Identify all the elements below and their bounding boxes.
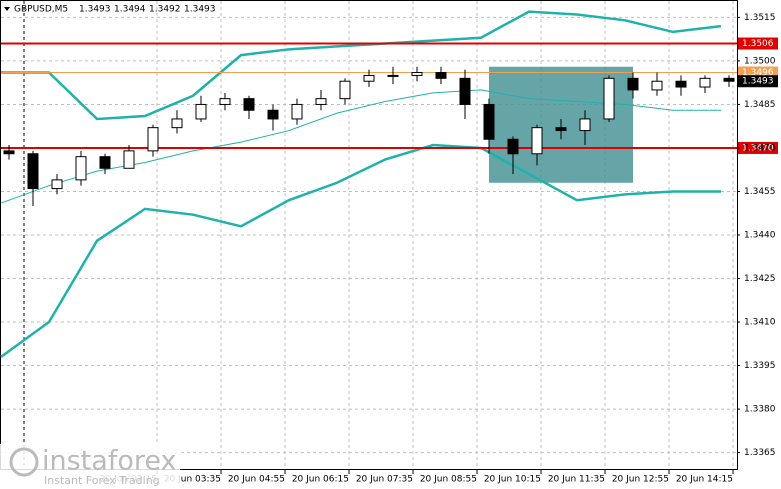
logo-icon: [9, 447, 39, 477]
candle-body: [27, 153, 39, 190]
x-tick-label: 20 Jun 04:55: [228, 475, 285, 485]
candle-body: [3, 150, 15, 155]
candle-body: [435, 72, 447, 79]
candle-body: [147, 127, 159, 152]
candle-body: [723, 77, 735, 82]
level-box: [738, 37, 778, 50]
candle-body: [267, 109, 279, 120]
candle-body: [291, 103, 303, 120]
y-tick-label: 1.3395: [744, 361, 776, 371]
x-tick-label: 20 Jun 14:15: [676, 475, 733, 485]
candle-body: [243, 98, 255, 111]
y-tick-label: 1.3410: [744, 318, 776, 328]
level-box: [738, 141, 778, 154]
candle-body: [507, 138, 519, 155]
candle-body: [651, 80, 663, 91]
band-line: [0, 89, 721, 204]
watermark: instaforex Instant Forex Trading: [0, 444, 180, 489]
candle-body: [627, 77, 639, 91]
candle-body: [51, 179, 63, 190]
candle-body: [531, 127, 543, 155]
y-tick-label: 1.3425: [744, 274, 776, 284]
header-low: 1.3492: [149, 5, 181, 15]
y-tick-label: 1.3485: [744, 100, 776, 110]
candle-body: [555, 127, 567, 132]
tagline: Instant Forex Trading: [44, 474, 160, 487]
candle-body: [219, 98, 231, 105]
header-close: 1.3493: [184, 5, 216, 15]
header-high: 1.3494: [114, 5, 146, 15]
candle-body: [171, 118, 183, 129]
candle-body: [75, 156, 87, 181]
candle-body: [699, 77, 711, 88]
candle-body: [459, 77, 471, 105]
y-tick-label: 1.3365: [744, 448, 776, 458]
header-open: 1.3493: [79, 5, 111, 15]
level-label: 1.3506: [742, 39, 774, 49]
candle-body: [315, 98, 327, 105]
candle-body: [387, 74, 399, 77]
x-tick-label: 20 Jun 08:55: [420, 475, 477, 485]
y-tick-label: 1.3440: [744, 231, 776, 241]
x-tick-label: 20 Jun 03:35: [164, 475, 221, 485]
candle-body: [483, 103, 495, 140]
x-tick-label: 20 Jun 12:55: [612, 475, 669, 485]
candle-body: [603, 77, 615, 120]
candle-body: [411, 72, 423, 76]
band-line: [0, 143, 721, 358]
x-tick-label: 20 Jun 06:15: [292, 475, 349, 485]
bid-label: 1.3496: [742, 68, 774, 78]
price-box: [738, 75, 778, 88]
band-line: [1, 10, 722, 121]
y-tick-label: 1.3380: [744, 405, 776, 415]
x-tick-label: 20 Jun 07:35: [356, 475, 413, 485]
price-label: 1.3493: [742, 77, 774, 87]
symbol: GBPUSD,M5: [14, 5, 68, 15]
y-tick-label: 1.3455: [744, 187, 776, 197]
x-tick-label: 20 Jun 11:35: [548, 475, 605, 485]
level-label: 1.3470: [742, 143, 774, 153]
candle-body: [579, 118, 591, 132]
candle-body: [339, 80, 351, 100]
candle-body: [195, 103, 207, 120]
header-arrow: [4, 7, 10, 11]
y-tick-label: 1.3470: [744, 143, 776, 153]
y-tick-label: 1.3515: [744, 13, 776, 23]
candle-body: [123, 150, 135, 169]
candle-body: [675, 80, 687, 88]
y-tick-label: 1.3500: [744, 56, 776, 66]
candle-body: [99, 156, 111, 169]
header: GBPUSD,M5 1.3493 1.3494 1.3492 1.3493: [4, 5, 216, 15]
candle-body: [363, 74, 375, 82]
brand: instaforex: [42, 446, 176, 477]
x-tick-label: 20 Jun 10:15: [484, 475, 541, 485]
